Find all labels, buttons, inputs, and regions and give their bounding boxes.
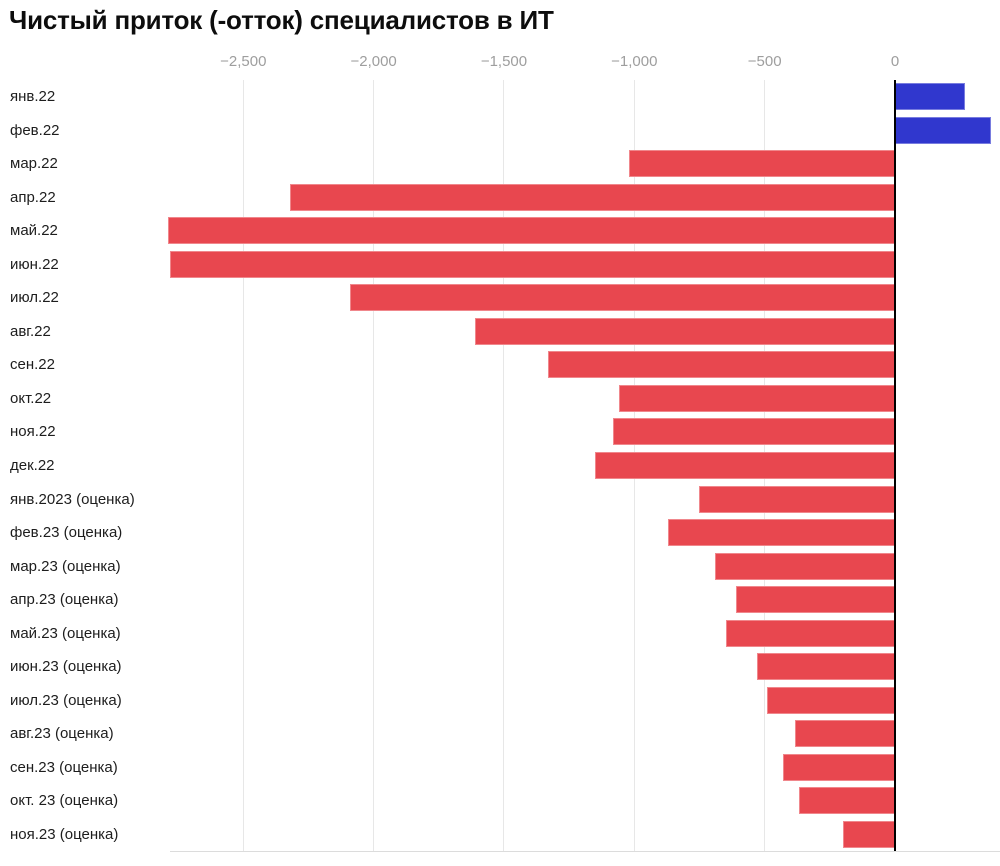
bar-negative [715,552,895,580]
category-label: июл.22 [10,289,59,307]
bar-positive [895,116,992,144]
category-label: мар.22 [10,155,58,173]
gridline [242,80,244,851]
bar-negative [767,686,895,714]
chart-title: Чистый приток (-отток) специалистов в ИТ [9,5,554,35]
bar-negative [629,150,895,178]
x-tick-label: −1,000 [611,53,658,70]
bar-negative [668,519,895,547]
bar-negative [618,384,895,412]
category-label: июл.23 (оценка) [10,691,122,709]
bar-negative [167,217,895,245]
category-label: авг.22 [10,322,51,340]
x-tick-label: 0 [890,53,900,70]
category-label: фев.23 (оценка) [10,524,123,542]
bar-negative [290,183,895,211]
x-tick-label: −500 [747,53,782,70]
category-label: янв.22 [10,88,56,106]
category-label: май.22 [10,222,58,240]
bar-negative [699,485,895,513]
category-label: июн.23 (оценка) [10,658,122,676]
category-label: сен.22 [10,356,55,374]
bar-positive [895,83,966,111]
zero-axis-line [894,80,896,851]
x-tick-label: −1,500 [480,53,528,70]
category-label: фев.22 [10,121,60,139]
bar-negative [475,317,895,345]
bar-negative [735,586,895,614]
bar-negative [548,351,895,379]
category-label: ноя.23 (оценка) [10,825,119,843]
category-label: мар.23 (оценка) [10,557,121,575]
bar-negative [756,653,895,681]
category-label: окт.22 [10,389,52,407]
bar-negative [170,250,895,278]
category-label: янв.2023 (оценка) [10,490,135,508]
x-tick-label: −2,500 [220,53,267,70]
category-label: окт. 23 (оценка) [10,792,119,810]
bar-negative [794,720,895,748]
bar-negative [725,619,895,647]
category-label: апр.22 [10,188,56,206]
bar-negative [798,787,895,815]
gridline [503,80,505,851]
category-label: авг.23 (оценка) [10,725,114,743]
category-label: ноя.22 [10,423,56,441]
x-axis-baseline [170,851,1000,852]
category-label: дек.22 [10,457,55,474]
bar-negative [595,452,895,479]
category-label: май.23 (оценка) [10,624,121,642]
bar-negative [842,820,895,848]
category-label: апр.23 (оценка) [10,591,119,609]
category-label: сен.23 (оценка) [10,758,118,776]
x-tick-label: −2,000 [350,53,397,70]
category-label: июн.22 [10,255,59,273]
bar-negative [613,418,895,446]
gridline [373,80,375,851]
bar-negative [782,753,895,781]
bar-negative [350,284,895,312]
